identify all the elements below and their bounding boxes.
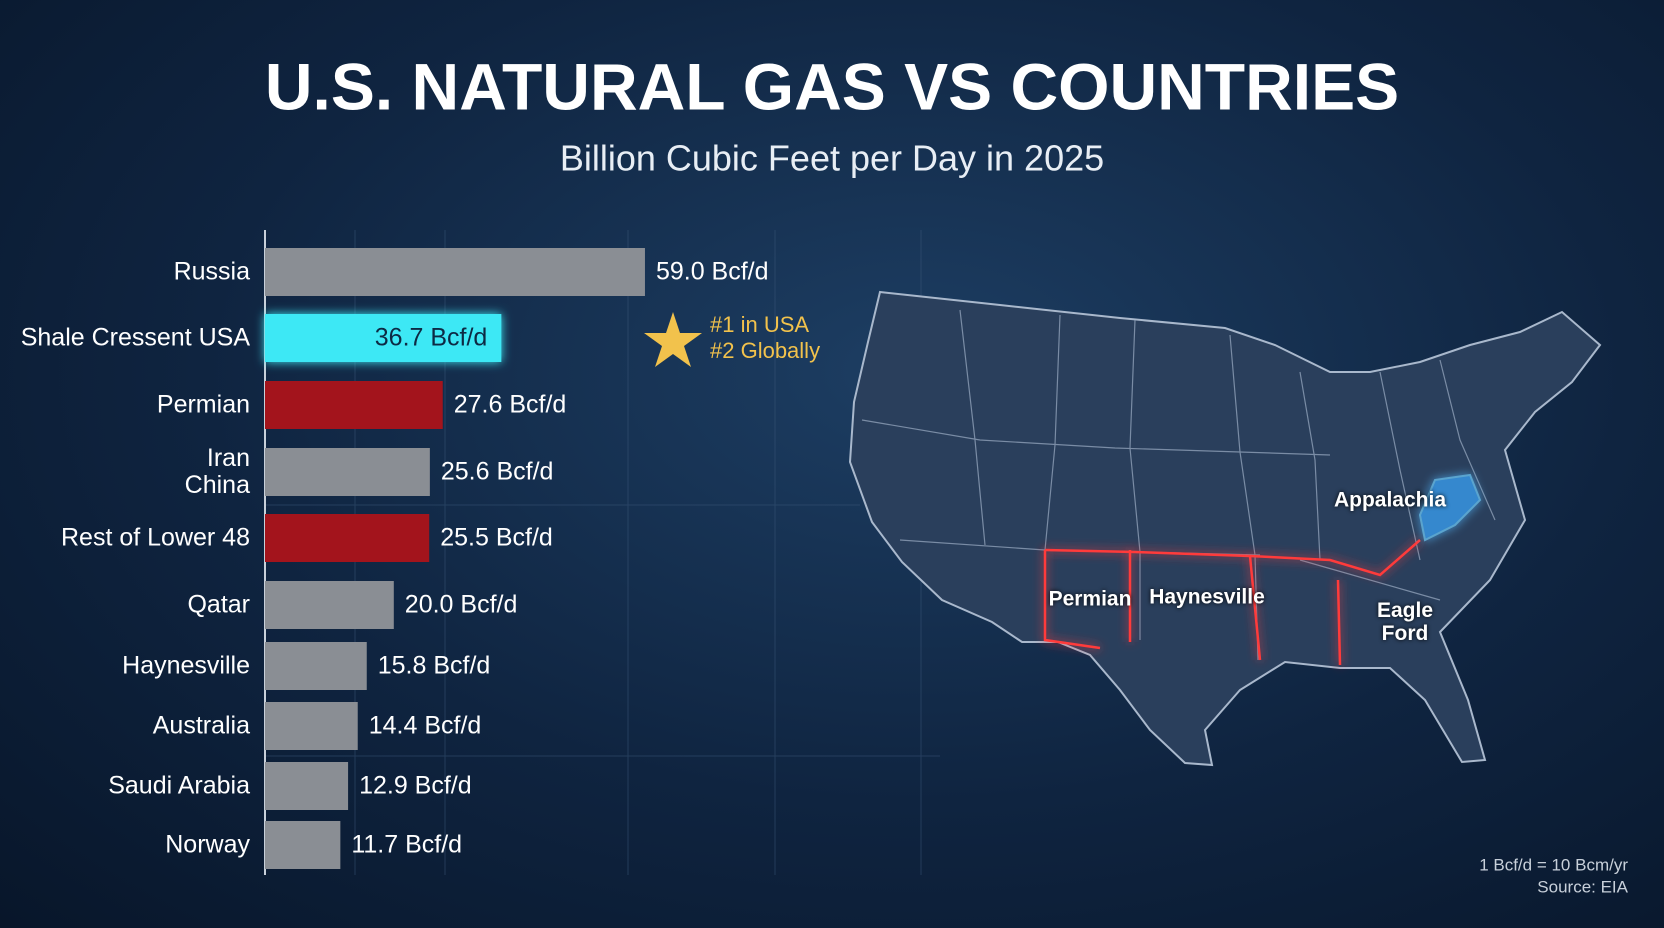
- map-label: Appalachia: [1333, 488, 1447, 512]
- value-label: 27.6 Bcf/d: [454, 391, 567, 419]
- bar: [265, 248, 645, 296]
- map-label: Haynesville: [1149, 585, 1265, 609]
- footer-note: 1 Bcf/d = 10 Bcm/yr: [1479, 855, 1628, 874]
- value-label: 20.0 Bcf/d: [405, 591, 518, 619]
- bar: [265, 381, 443, 429]
- value-label: 36.7 Bcf/d: [375, 324, 488, 352]
- value-label: 25.5 Bcf/d: [440, 524, 553, 552]
- bar: [265, 702, 358, 750]
- chart-title: U.S. NATURAL GAS VS COUNTRIES: [265, 49, 1399, 123]
- bar: [265, 314, 502, 362]
- annotation: #1 in USA: [710, 312, 809, 337]
- category-label: Haynesville: [122, 651, 250, 680]
- us-map: [848, 290, 1602, 767]
- bar: [265, 581, 394, 629]
- category-label: Rest of Lower 48: [61, 523, 250, 552]
- value-label: 59.0 Bcf/d: [656, 258, 769, 286]
- category-label: Permian: [156, 390, 250, 419]
- star-icon: [644, 312, 702, 367]
- category-label: Russia: [173, 257, 250, 286]
- chart-subtitle: Billion Cubic Feet per Day in 2025: [560, 138, 1104, 179]
- footer-note: Source: EIA: [1537, 877, 1628, 896]
- annotation: #2 Globally: [710, 338, 820, 363]
- category-label: Shale Cressent USA: [20, 323, 250, 352]
- map-label: Permian: [1048, 587, 1132, 611]
- bar: [265, 514, 430, 562]
- bar: [265, 762, 349, 810]
- value-label: 12.9 Bcf/d: [359, 772, 472, 800]
- value-label: 11.7 Bcf/d: [351, 831, 462, 859]
- value-label: 25.6 Bcf/d: [441, 458, 554, 486]
- map-label: Eagle Ford: [1376, 599, 1434, 645]
- bar: [265, 642, 367, 690]
- category-label: Iran China: [184, 444, 250, 499]
- value-label: 14.4 Bcf/d: [369, 712, 482, 740]
- bar: [265, 821, 341, 869]
- category-label: Qatar: [187, 590, 250, 619]
- bar: [265, 448, 430, 496]
- category-label: Saudi Arabia: [108, 771, 250, 800]
- category-label: Australia: [152, 711, 250, 740]
- category-label: Norway: [165, 830, 250, 859]
- value-label: 15.8 Bcf/d: [378, 652, 491, 680]
